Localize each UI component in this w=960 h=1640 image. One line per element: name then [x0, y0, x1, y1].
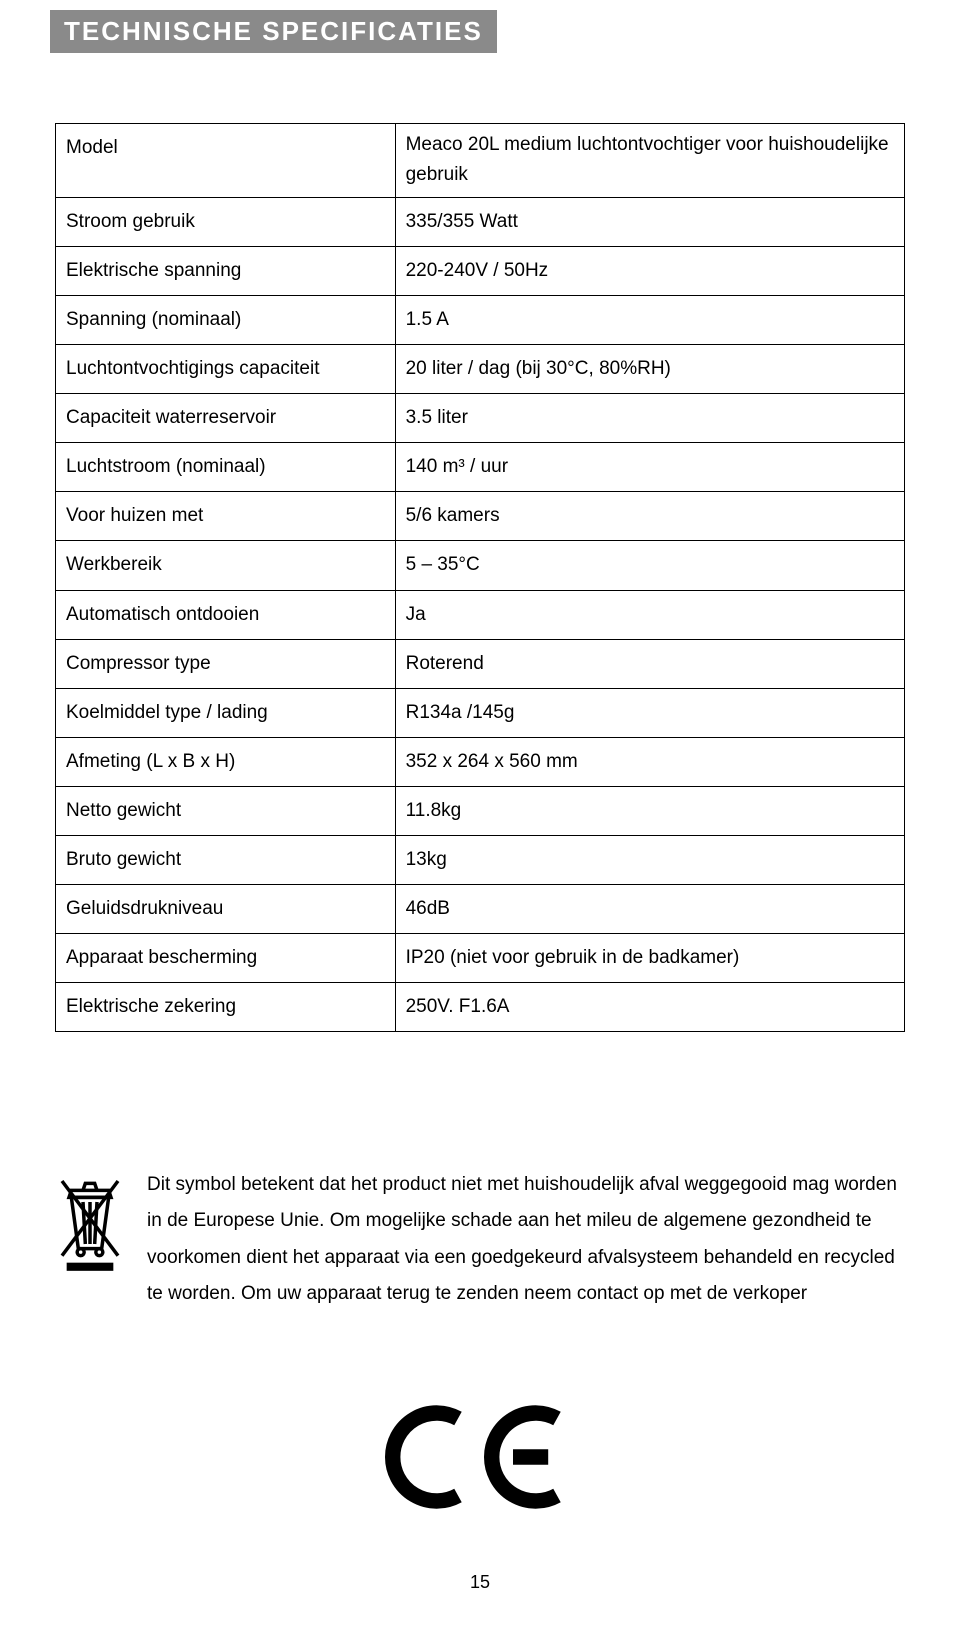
specs-table: ModelMeaco 20L medium luchtontvochtiger … [55, 123, 905, 1032]
table-row: Luchtstroom (nominaal)140 m³ / uur [56, 443, 905, 492]
page-number: 15 [55, 1572, 905, 1593]
table-row: Stroom gebruik335/355 Watt [56, 197, 905, 246]
spec-label: Netto gewicht [56, 786, 396, 835]
spec-value: 1.5 A [395, 295, 904, 344]
spec-value: Meaco 20L medium luchtontvochtiger voor … [395, 124, 904, 198]
table-row: Capaciteit waterreservoir3.5 liter [56, 394, 905, 443]
spec-value: 46dB [395, 885, 904, 934]
ce-mark-icon [55, 1402, 905, 1517]
spec-value: 140 m³ / uur [395, 443, 904, 492]
spec-label: Apparaat bescherming [56, 934, 396, 983]
spec-value: IP20 (niet voor gebruik in de badkamer) [395, 934, 904, 983]
spec-value: R134a /145g [395, 688, 904, 737]
spec-label: Luchtontvochtigings capaciteit [56, 345, 396, 394]
spec-label: Koelmiddel type / lading [56, 688, 396, 737]
spec-label: Bruto gewicht [56, 836, 396, 885]
spec-value: 220-240V / 50Hz [395, 246, 904, 295]
spec-label: Stroom gebruik [56, 197, 396, 246]
spec-label: Geluidsdrukniveau [56, 885, 396, 934]
table-row: ModelMeaco 20L medium luchtontvochtiger … [56, 124, 905, 198]
spec-label: Afmeting (L x B x H) [56, 737, 396, 786]
table-row: Elektrische zekering250V. F1.6A [56, 983, 905, 1032]
spec-value: 5 – 35°C [395, 541, 904, 590]
table-row: Automatisch ontdooienJa [56, 590, 905, 639]
table-row: Netto gewicht11.8kg [56, 786, 905, 835]
spec-label: Voor huizen met [56, 492, 396, 541]
spec-label: Werkbereik [56, 541, 396, 590]
table-row: Bruto gewicht13kg [56, 836, 905, 885]
table-row: Apparaat beschermingIP20 (niet voor gebr… [56, 934, 905, 983]
spec-value: 20 liter / dag (bij 30°C, 80%RH) [395, 345, 904, 394]
spec-value: Ja [395, 590, 904, 639]
spec-value: 3.5 liter [395, 394, 904, 443]
table-row: Geluidsdrukniveau46dB [56, 885, 905, 934]
spec-label: Elektrische zekering [56, 983, 396, 1032]
table-row: Voor huizen met5/6 kamers [56, 492, 905, 541]
spec-value: 335/355 Watt [395, 197, 904, 246]
table-row: Compressor typeRoterend [56, 639, 905, 688]
spec-value: 5/6 kamers [395, 492, 904, 541]
page-title: TECHNISCHE SPECIFICATIES [50, 10, 497, 53]
table-row: Spanning (nominaal)1.5 A [56, 295, 905, 344]
table-row: Elektrische spanning220-240V / 50Hz [56, 246, 905, 295]
spec-value: Roterend [395, 639, 904, 688]
spec-label: Capaciteit waterreservoir [56, 394, 396, 443]
spec-value: 13kg [395, 836, 904, 885]
spec-value: 352 x 264 x 560 mm [395, 737, 904, 786]
spec-label: Automatisch ontdooien [56, 590, 396, 639]
spec-label: Model [56, 124, 396, 198]
table-row: Luchtontvochtigings capaciteit20 liter /… [56, 345, 905, 394]
weee-bin-icon [55, 1167, 125, 1311]
table-row: Koelmiddel type / ladingR134a /145g [56, 688, 905, 737]
spec-label: Spanning (nominaal) [56, 295, 396, 344]
page-content: ModelMeaco 20L medium luchtontvochtiger … [0, 123, 960, 1593]
table-row: Werkbereik5 – 35°C [56, 541, 905, 590]
spec-value: 250V. F1.6A [395, 983, 904, 1032]
spec-value: 11.8kg [395, 786, 904, 835]
table-row: Afmeting (L x B x H)352 x 264 x 560 mm [56, 737, 905, 786]
weee-info-row: Dit symbol betekent dat het product niet… [55, 1167, 905, 1311]
spec-label: Elektrische spanning [56, 246, 396, 295]
spec-label: Compressor type [56, 639, 396, 688]
spec-label: Luchtstroom (nominaal) [56, 443, 396, 492]
weee-info-text: Dit symbol betekent dat het product niet… [147, 1167, 905, 1311]
